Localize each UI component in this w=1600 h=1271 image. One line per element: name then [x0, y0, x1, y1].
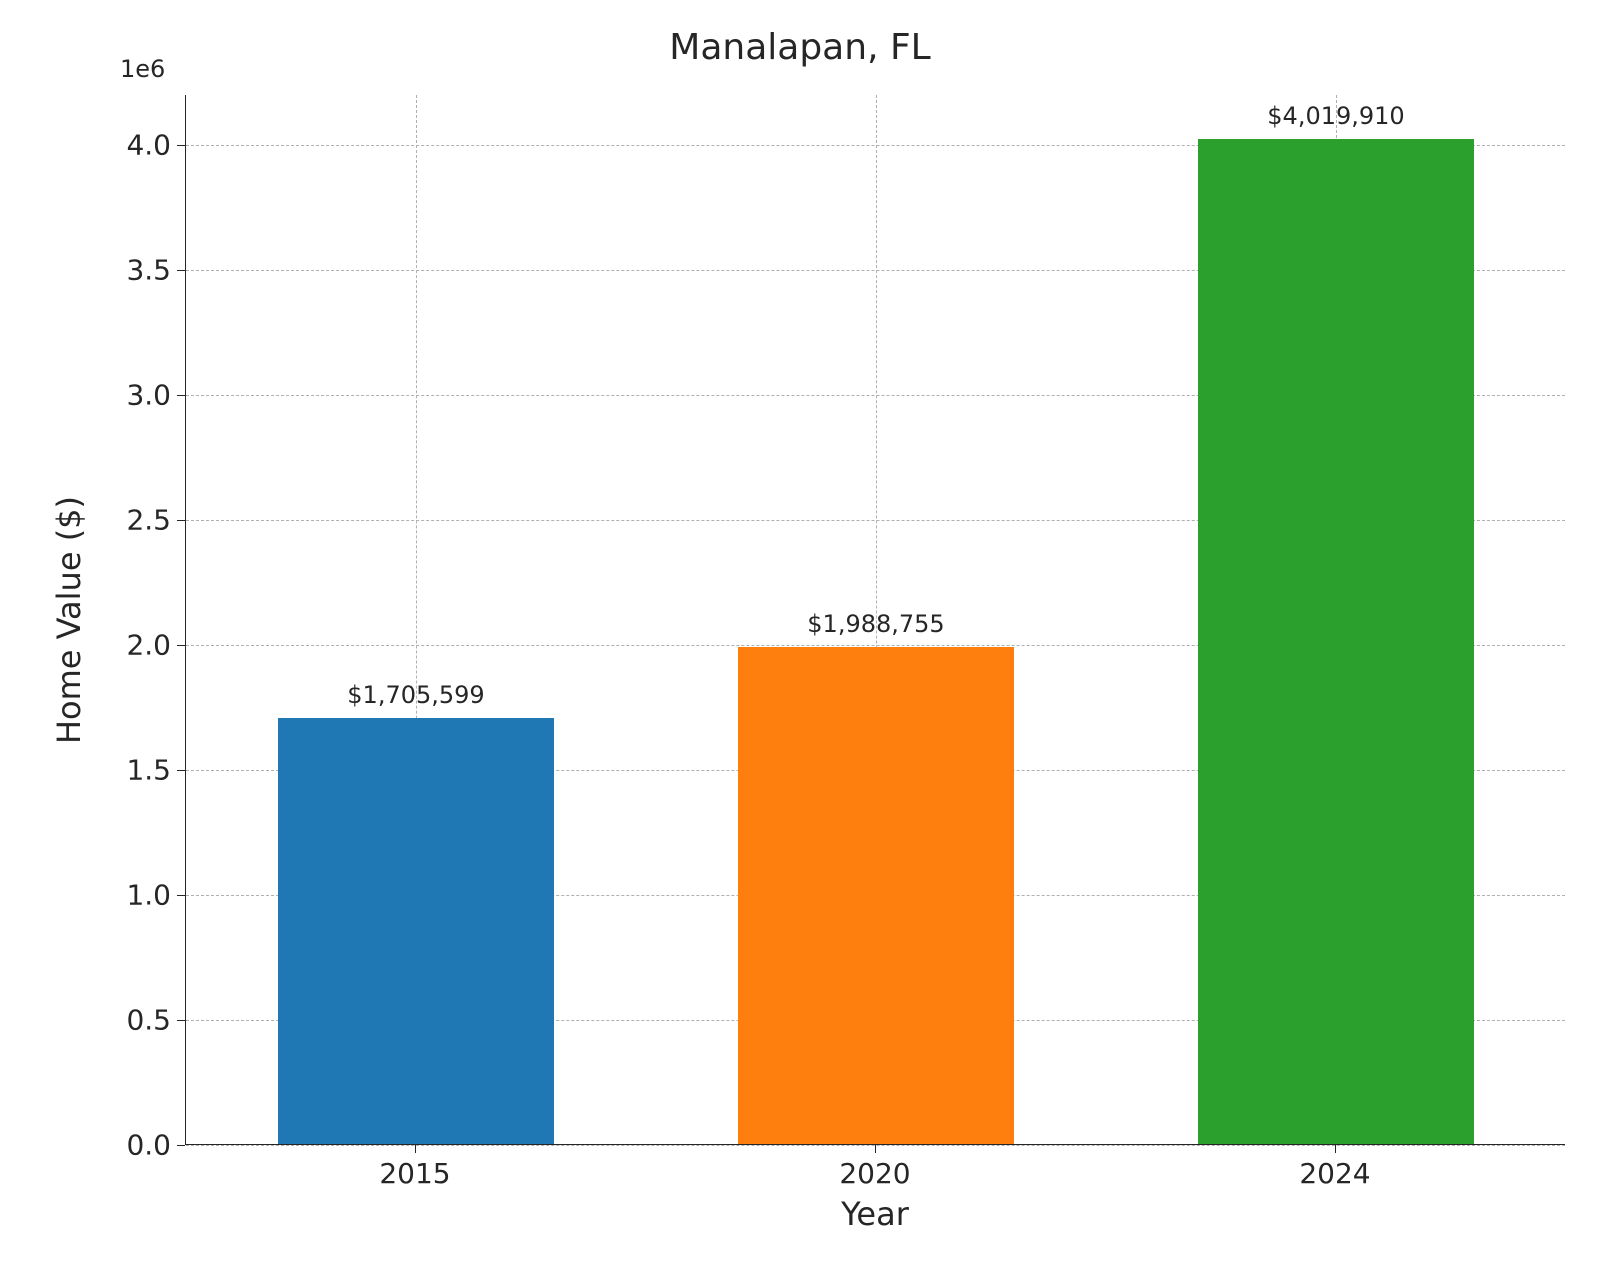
y-tick-mark	[177, 395, 185, 397]
y-tick-mark	[177, 145, 185, 147]
bar	[738, 647, 1014, 1144]
bar-value-label: $4,019,910	[1267, 102, 1404, 130]
bar	[1198, 139, 1474, 1144]
y-tick-label: 4.0	[126, 129, 171, 162]
x-tick-mark	[875, 1145, 877, 1153]
y-tick-mark	[177, 895, 185, 897]
y-axis-exponent: 1e6	[120, 55, 165, 83]
y-tick-label: 2.0	[126, 629, 171, 662]
y-tick-mark	[177, 1020, 185, 1022]
y-tick-label: 1.5	[126, 754, 171, 787]
y-tick-mark	[177, 1145, 185, 1147]
y-axis-label: Home Value ($)	[50, 496, 88, 744]
x-axis-label: Year	[841, 1195, 909, 1233]
y-tick-label: 1.0	[126, 879, 171, 912]
x-tick-label: 2020	[839, 1157, 910, 1190]
y-tick-mark	[177, 770, 185, 772]
bar	[278, 718, 554, 1144]
y-tick-mark	[177, 645, 185, 647]
x-tick-label: 2024	[1299, 1157, 1370, 1190]
y-tick-label: 2.5	[126, 504, 171, 537]
bar-chart: Manalapan, FL 1e6 Home Value ($) Year $1…	[0, 0, 1600, 1271]
x-tick-mark	[1335, 1145, 1337, 1153]
bar-value-label: $1,705,599	[347, 681, 484, 709]
chart-title: Manalapan, FL	[669, 27, 930, 68]
y-tick-mark	[177, 270, 185, 272]
x-tick-label: 2015	[379, 1157, 450, 1190]
y-tick-mark	[177, 520, 185, 522]
y-tick-label: 3.0	[126, 379, 171, 412]
y-tick-label: 3.5	[126, 254, 171, 287]
bar-value-label: $1,988,755	[807, 610, 944, 638]
y-tick-label: 0.5	[126, 1004, 171, 1037]
plot-area: $1,705,599 $1,988,755 $4,019,910	[185, 95, 1565, 1145]
y-tick-label: 0.0	[126, 1129, 171, 1162]
x-tick-mark	[415, 1145, 417, 1153]
